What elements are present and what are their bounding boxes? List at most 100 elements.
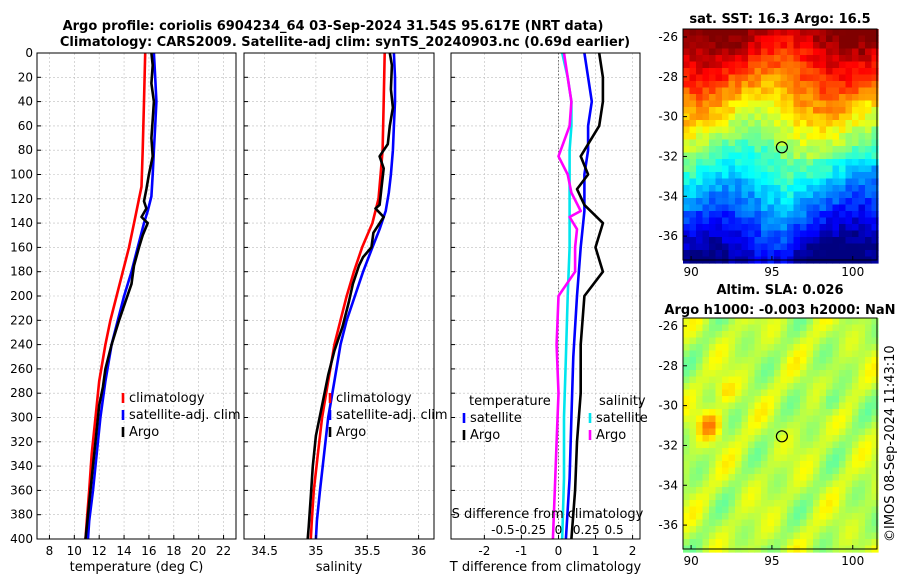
map-cell — [852, 217, 860, 225]
map-cell — [813, 344, 821, 352]
map-cell — [702, 376, 710, 384]
map-cell — [741, 204, 749, 212]
map-cell — [787, 204, 795, 212]
map-cell — [715, 480, 723, 488]
map-cell — [819, 428, 827, 436]
map-cell — [806, 428, 814, 436]
map-cell — [754, 152, 762, 160]
map-cell — [858, 178, 866, 186]
map-cell — [780, 344, 788, 352]
map-cell — [845, 81, 853, 89]
map-cell — [774, 152, 782, 160]
map-cell — [748, 68, 756, 76]
map-cell — [826, 237, 834, 245]
map-cell — [832, 224, 840, 232]
map-cell — [865, 493, 873, 501]
map-cell — [767, 126, 775, 134]
map-cell — [871, 422, 879, 430]
map-cell — [748, 337, 756, 345]
map-cell — [748, 152, 756, 160]
map-cell — [728, 165, 736, 173]
map-cell — [800, 344, 808, 352]
map-cell — [702, 402, 710, 410]
map-cell — [839, 185, 847, 193]
map-cell — [800, 113, 808, 121]
map-cell — [852, 519, 860, 527]
map-cell — [858, 389, 866, 397]
map-cell — [696, 324, 704, 332]
map-cell — [819, 146, 827, 154]
map-cell — [852, 29, 860, 37]
map-cell — [709, 133, 717, 141]
map-cell — [702, 493, 710, 501]
map-cell — [728, 461, 736, 469]
map-cell — [826, 243, 834, 251]
map-cell — [774, 389, 782, 397]
map-cell — [754, 519, 762, 527]
map-cell — [865, 409, 873, 417]
map-cell — [787, 539, 795, 547]
map-cell — [787, 526, 795, 534]
map-cell — [819, 376, 827, 384]
map-cell — [767, 539, 775, 547]
map-cell — [832, 480, 840, 488]
map-cell — [806, 100, 814, 108]
map-cell — [819, 237, 827, 245]
map-cell — [709, 217, 717, 225]
map-cell — [871, 243, 879, 251]
map-cell — [715, 152, 723, 160]
map-cell — [696, 383, 704, 391]
map-cell — [865, 243, 873, 251]
map-cell — [702, 513, 710, 521]
map-cell — [793, 480, 801, 488]
map-cell — [780, 422, 788, 430]
map-cell — [852, 363, 860, 371]
map-cell — [865, 428, 873, 436]
map-cell — [735, 318, 743, 326]
map-cell — [767, 120, 775, 128]
map-cell — [832, 363, 840, 371]
map-cell — [806, 55, 814, 63]
map-cell — [832, 344, 840, 352]
map-cell — [754, 35, 762, 43]
map-cell — [774, 461, 782, 469]
map-cell — [800, 165, 808, 173]
map-cell — [735, 409, 743, 417]
map-cell — [806, 185, 814, 193]
map-cell — [715, 185, 723, 193]
map-cell — [845, 376, 853, 384]
map-cell — [741, 87, 749, 95]
map-cell — [683, 480, 691, 488]
map-cell — [709, 402, 717, 410]
map-cell — [858, 126, 866, 134]
map-cell — [748, 191, 756, 199]
map-cell — [813, 435, 821, 443]
map-cell — [735, 100, 743, 108]
map-cell — [787, 506, 795, 514]
map-cell — [774, 415, 782, 423]
map-cell — [806, 480, 814, 488]
map-cell — [787, 318, 795, 326]
map-cell — [767, 243, 775, 251]
map-cell — [852, 500, 860, 508]
map-cell — [715, 467, 723, 475]
map-cell — [722, 178, 730, 186]
map-cell — [793, 454, 801, 462]
y-tick-label: 120 — [10, 192, 33, 206]
map-cell — [826, 250, 834, 258]
map-cell — [839, 48, 847, 56]
map-cell — [839, 324, 847, 332]
map-cell — [774, 191, 782, 199]
map-cell — [865, 344, 873, 352]
map-cell — [806, 441, 814, 449]
map-cell — [754, 100, 762, 108]
map-cell — [689, 198, 697, 206]
map-cell — [683, 74, 691, 82]
map-cell — [767, 139, 775, 147]
map-cell — [832, 532, 840, 540]
y-tick-label: -30 — [658, 110, 678, 124]
map-cell — [709, 435, 717, 443]
map-cell — [696, 243, 704, 251]
map-cell — [865, 519, 873, 527]
map-cell — [819, 383, 827, 391]
